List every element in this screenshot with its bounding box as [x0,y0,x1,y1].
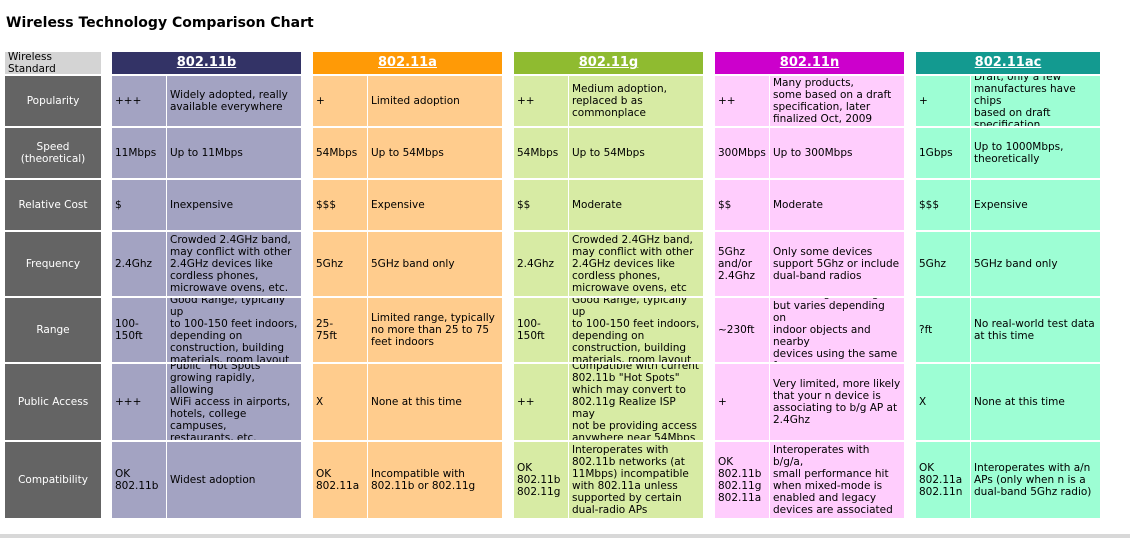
description-cell: Public "Hot Spots" growing rapidly, allo… [167,364,301,440]
rating-cell: $$$ [916,180,970,230]
description-cell: Medium adoption, replaced b as commonpla… [569,76,703,126]
description-cell: Widest adoption [167,442,301,518]
row-label: Range [5,298,101,362]
description-cell: Promises great range, but varies dependi… [770,298,904,362]
description-cell: Many products, some based on a draft spe… [770,76,904,126]
rating-cell: ++ [715,76,769,126]
rating-cell: OK 802.11a [313,442,367,518]
rating-cell: OK 802.11b 802.11g [514,442,568,518]
rating-cell: 11Mbps [112,128,166,178]
header-802-11a[interactable]: 802.11a [313,52,502,74]
header-802-11ac[interactable]: 802.11ac [916,52,1100,74]
description-cell: Limited range, typically no more than 25… [368,298,502,362]
description-cell: Expensive [971,180,1100,230]
rating-cell: 300Mbps [715,128,769,178]
description-cell: Limited adoption [368,76,502,126]
description-cell: Compatible with current 802.11b "Hot Spo… [569,364,703,440]
description-cell: Interoperates with 802.11b networks (at … [569,442,703,518]
rating-cell: OK 802.11a 802.11n [916,442,970,518]
rating-cell: X [313,364,367,440]
description-cell: Inexpensive [167,180,301,230]
rating-cell: OK 802.11b [112,442,166,518]
rating-cell: + [313,76,367,126]
rating-cell: 54Mbps [514,128,568,178]
description-cell: Interoperates with a/n APs (only when n … [971,442,1100,518]
rating-cell: 25- 75ft [313,298,367,362]
header-802-11g[interactable]: 802.11g [514,52,703,74]
corner-label: Wireless Standard [5,52,101,74]
rating-cell: 1Gbps [916,128,970,178]
rating-cell: ?ft [916,298,970,362]
description-cell: Only some devices support 5Ghz or includ… [770,232,904,296]
description-cell: Moderate [770,180,904,230]
description-cell: Interoperates with b/g/a, small performa… [770,442,904,518]
description-cell: 5GHz band only [971,232,1100,296]
description-cell: Up to 54Mbps [368,128,502,178]
rating-cell: ~230ft [715,298,769,362]
description-cell: Moderate [569,180,703,230]
description-cell: Up to 54Mbps [569,128,703,178]
rating-cell: 5Ghz [916,232,970,296]
comparison-table: Wireless Standard 802.11b 802.11a 802.11g 80… [5,52,1100,518]
rating-cell: + [916,76,970,126]
header-802-11n[interactable]: 802.11n [715,52,904,74]
rating-cell: 100- 150ft [112,298,166,362]
row-label: Frequency [5,232,101,296]
description-cell: Draft, only a few manufactures have chip… [971,76,1100,126]
rating-cell: 100- 150ft [514,298,568,362]
row-label: Relative Cost [5,180,101,230]
description-cell: Good Range, typically up to 100-150 feet… [569,298,703,362]
description-cell: Crowded 2.4GHz band, may conflict with o… [167,232,301,296]
row-label: Speed (theoretical) [5,128,101,178]
rating-cell: 5Ghz and/or 2.4Ghz [715,232,769,296]
row-label: Popularity [5,76,101,126]
bottom-divider [0,534,1130,538]
description-cell: None at this time [368,364,502,440]
description-cell: Up to 300Mbps [770,128,904,178]
row-label: Compatibility [5,442,101,518]
description-cell: None at this time [971,364,1100,440]
description-cell: 5GHz band only [368,232,502,296]
rating-cell: 2.4Ghz [514,232,568,296]
rating-cell: $$ [514,180,568,230]
description-cell: Crowded 2.4GHz band, may conflict with o… [569,232,703,296]
rating-cell: 54Mbps [313,128,367,178]
rating-cell: + [715,364,769,440]
description-cell: Up to 1000Mbps, theoretically [971,128,1100,178]
rating-cell: ++ [514,76,568,126]
rating-cell: 2.4Ghz [112,232,166,296]
rating-cell: $ [112,180,166,230]
header-802-11b[interactable]: 802.11b [112,52,301,74]
description-cell: No real-world test data at this time [971,298,1100,362]
description-cell: Good Range, typically up to 100-150 feet… [167,298,301,362]
row-label: Public Access [5,364,101,440]
page-title: Wireless Technology Comparison Chart [6,15,314,31]
rating-cell: X [916,364,970,440]
description-cell: Incompatible with 802.11b or 802.11g [368,442,502,518]
rating-cell: $$$ [313,180,367,230]
description-cell: Very limited, more likely that your n de… [770,364,904,440]
rating-cell: ++ [514,364,568,440]
rating-cell: +++ [112,76,166,126]
rating-cell: 5Ghz [313,232,367,296]
description-cell: Expensive [368,180,502,230]
rating-cell: OK 802.11b 802.11g 802.11a [715,442,769,518]
description-cell: Up to 11Mbps [167,128,301,178]
description-cell: Widely adopted, really available everywh… [167,76,301,126]
rating-cell: +++ [112,364,166,440]
rating-cell: $$ [715,180,769,230]
